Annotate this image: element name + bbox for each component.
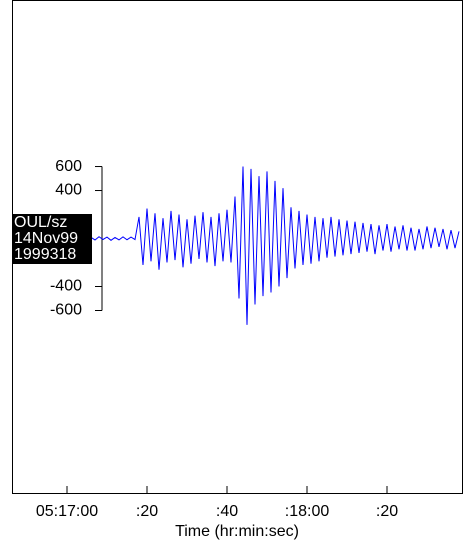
x-tick-label: :20 [376, 503, 398, 520]
x-axis-label: Time (hr:min:sec) [175, 523, 299, 540]
y-tick-label: 400 [55, 182, 82, 199]
station-label: 1999318 [14, 246, 76, 263]
y-tick-label: -400 [50, 278, 82, 295]
station-label: 14Nov99 [14, 230, 78, 247]
x-tick-label: :18:00 [285, 503, 330, 520]
x-tick-label: 05:17:00 [36, 503, 98, 520]
waveform [90, 166, 460, 325]
x-tick-label: :20 [136, 503, 158, 520]
station-label: OUL/sz [14, 214, 67, 231]
y-tick-label: -600 [50, 302, 82, 319]
y-tick-label: 600 [55, 158, 82, 175]
station-label-box [12, 214, 92, 264]
x-tick-label: :40 [216, 503, 238, 520]
